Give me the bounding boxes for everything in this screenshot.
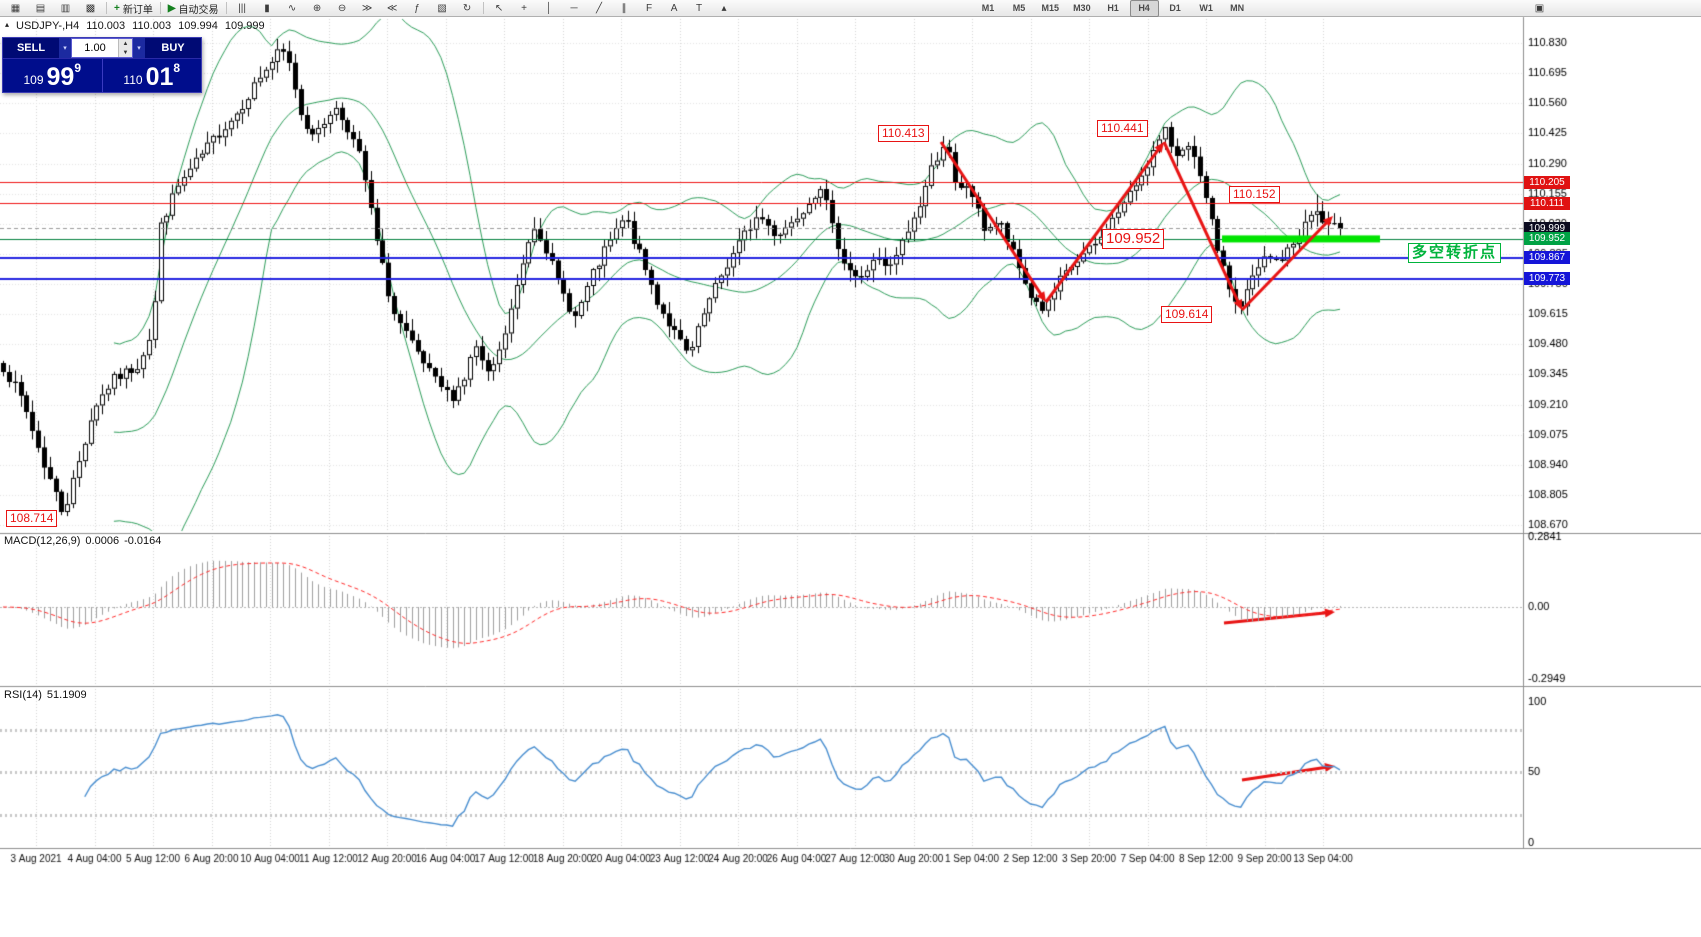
macd-signal-value: -0.0164 <box>124 535 162 547</box>
indicators-icon[interactable]: ƒ <box>414 2 420 14</box>
symbol-header: ▴ USDJPY-,H4 110.003 110.003 109.994 109… <box>5 20 265 32</box>
price-tag-109.999: 109.999 <box>1524 221 1570 235</box>
toolbar-tools-group: ↖ + │ ─ ╱ ∥ F A T ▴ <box>487 0 737 17</box>
market-watch-icon[interactable]: ▥ <box>60 2 71 14</box>
price-tag-109.952: 109.952 <box>1524 232 1570 246</box>
candlestick-chart-icon[interactable]: ▮ <box>264 2 270 14</box>
timeframe-mn-button[interactable]: MN <box>1230 3 1245 13</box>
bar-chart-icon[interactable]: ||| <box>238 2 246 14</box>
turning-point-note[interactable]: 多空转折点 <box>1408 243 1502 263</box>
refresh-icon[interactable]: ↻ <box>462 2 472 14</box>
ohlc-low: 109.994 <box>178 20 218 32</box>
timeframe-w1-button[interactable]: W1 <box>1199 3 1213 13</box>
navigator-icon[interactable]: ▩ <box>85 2 96 14</box>
timeframe-h1-button[interactable]: H1 <box>1107 3 1119 13</box>
crosshair-icon[interactable]: + <box>521 2 527 14</box>
templates-icon[interactable]: ▧ <box>437 2 447 14</box>
timeframes-group: M1 M5 M15 M30 H1 H4 D1 W1 MN <box>973 0 1253 17</box>
zoom-in-icon[interactable]: ⊕ <box>312 2 322 14</box>
buy-price-sup: 8 <box>173 61 181 75</box>
line-chart-icon[interactable]: ∿ <box>287 2 297 14</box>
buy-price-prefix: 110 <box>123 73 143 87</box>
play-icon: ▶ <box>167 2 176 14</box>
text-icon[interactable]: A <box>670 2 678 14</box>
volume-box: ▲ ▼ <box>71 38 133 58</box>
buy-dropdown-icon[interactable]: ▾ <box>133 38 145 58</box>
price-annotation[interactable]: 110.441 <box>1097 120 1148 137</box>
volume-down-icon[interactable]: ▼ <box>119 48 132 57</box>
new-chart-icon[interactable]: ▦ <box>10 2 21 14</box>
toolbar-separator <box>482 2 484 14</box>
macd-title: MACD(12,26,9) <box>4 535 81 547</box>
macd-indicator-label: MACD(12,26,9) 0.0006 -0.0164 <box>4 535 161 547</box>
horizontal-line-icon[interactable]: ─ <box>570 2 578 14</box>
toolbar-separator <box>106 2 107 14</box>
vertical-line-icon[interactable]: │ <box>545 2 553 14</box>
toolbar-separator <box>159 2 161 14</box>
auto-scroll-icon[interactable]: ≫ <box>361 2 373 14</box>
timeframe-m15-button[interactable]: M15 <box>1041 3 1060 13</box>
zoom-out-icon[interactable]: ⊖ <box>337 2 347 14</box>
profiles-icon[interactable]: ▤ <box>35 2 46 14</box>
price-tag-109.867: 109.867 <box>1524 251 1570 265</box>
rsi-title: RSI(14) <box>4 689 42 701</box>
timeframe-m30-button[interactable]: M30 <box>1073 3 1091 13</box>
volume-spinner: ▲ ▼ <box>118 39 132 57</box>
rsi-indicator-label: RSI(14) 51.1909 <box>4 689 87 701</box>
timeframe-m1-button[interactable]: M1 <box>981 3 995 13</box>
price-annotation[interactable]: 110.152 <box>1229 186 1280 203</box>
ohlc-close: 109.999 <box>224 20 265 32</box>
toolbar-chart-group: ||| ▮ ∿ ⊕ ⊖ ≫ ≪ ƒ ▧ ↻ <box>230 0 480 17</box>
new-order-label: 新订单 <box>122 4 153 16</box>
sell-dropdown-icon[interactable]: ▾ <box>59 38 71 58</box>
price-tag-109.773: 109.773 <box>1524 272 1570 286</box>
timeframe-m5-button[interactable]: M5 <box>1012 3 1026 13</box>
rsi-value: 51.1909 <box>46 689 87 701</box>
sell-button[interactable]: SELL <box>3 38 59 58</box>
toolbar: ▦ ▤ ▥ ▩ + 新订单 ▶ 自动交易 ||| ▮ ∿ ⊕ ⊖ ≫ ≪ ƒ ▧ ↻ ↖ + │ ─ ╱ ∥ F A T… <box>0 0 1701 17</box>
price-tag-110.205: 110.205 <box>1524 175 1570 189</box>
trendline-icon[interactable]: ╱ <box>596 2 603 14</box>
price-annotation[interactable]: 109.614 <box>1161 306 1213 323</box>
timeframe-h4-button[interactable]: H4 <box>1129 0 1159 17</box>
buy-price[interactable]: 110 01 8 <box>101 59 202 92</box>
volume-up-icon[interactable]: ▲ <box>119 39 132 48</box>
price-annotation[interactable]: 110.413 <box>878 125 929 142</box>
sell-price-big: 99 <box>46 62 75 91</box>
price-annotation[interactable]: 108.714 <box>6 510 58 527</box>
autotrading-label: 自动交易 <box>178 4 219 16</box>
autotrading-button[interactable]: ▶ 自动交易 <box>164 1 223 16</box>
volume-input[interactable] <box>72 39 118 57</box>
ohlc-open: 110.003 <box>86 20 126 32</box>
window-icon[interactable]: ▣ <box>1534 2 1545 14</box>
buy-button[interactable]: BUY <box>145 38 201 58</box>
toolbar-separator <box>225 2 227 14</box>
cursor-icon[interactable]: ↖ <box>494 2 504 14</box>
sell-price-sup: 9 <box>74 61 82 75</box>
chart-shift-icon[interactable]: ≪ <box>386 2 398 14</box>
timeframe-d1-button[interactable]: D1 <box>1169 3 1181 13</box>
plus-icon: + <box>114 2 120 14</box>
toolbar-right-group: ▣ <box>1527 0 1552 17</box>
toolbar-left-group: ▦ ▤ ▥ ▩ <box>3 0 103 17</box>
macd-main-value: 0.0006 <box>85 535 120 547</box>
price-tag-110.111: 110.111 <box>1524 196 1570 210</box>
channel-icon[interactable]: ∥ <box>621 2 627 14</box>
oneclick-toggle-icon[interactable]: ▴ <box>5 20 10 29</box>
label-icon[interactable]: T <box>695 2 703 14</box>
fibonacci-icon[interactable]: F <box>645 2 653 14</box>
arrows-icon[interactable]: ▴ <box>721 2 727 14</box>
new-order-button[interactable]: + 新订单 <box>110 1 157 16</box>
ohlc-high: 110.003 <box>132 20 172 32</box>
buy-price-big: 01 <box>145 62 174 91</box>
sell-price[interactable]: 109 99 9 <box>3 59 102 92</box>
sell-price-prefix: 109 <box>23 73 44 87</box>
price-annotation[interactable]: 109.952 <box>1102 229 1165 249</box>
symbol-name: USDJPY-,H4 <box>16 20 80 32</box>
